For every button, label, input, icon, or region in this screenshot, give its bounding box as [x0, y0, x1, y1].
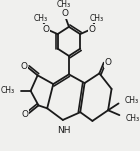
Text: O: O	[105, 58, 112, 67]
Text: CH₃: CH₃	[34, 14, 48, 23]
Text: O: O	[43, 25, 50, 34]
Text: CH₃: CH₃	[57, 0, 71, 9]
Text: O: O	[61, 9, 68, 18]
Text: NH: NH	[57, 126, 70, 135]
Text: O: O	[20, 62, 27, 71]
Text: CH₃: CH₃	[125, 96, 139, 105]
Text: CH₃: CH₃	[125, 114, 140, 122]
Text: CH₃: CH₃	[90, 14, 104, 23]
Text: O: O	[21, 110, 28, 119]
Text: CH₃: CH₃	[1, 86, 15, 95]
Text: O: O	[88, 25, 95, 34]
